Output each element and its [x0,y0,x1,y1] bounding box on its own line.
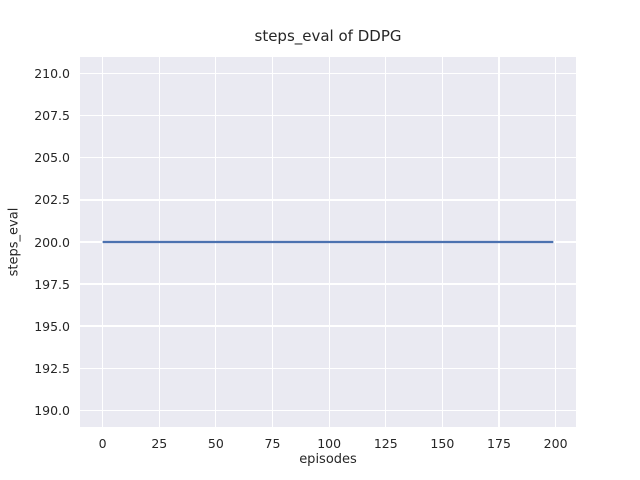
x-tick-label: 25 [151,436,168,451]
chart-title: steps_eval of DDPG [254,27,402,45]
x-tick-label: 175 [487,436,511,451]
y-tick-label: 197.5 [34,276,70,292]
h-gridline [80,199,576,201]
h-gridline [80,409,576,411]
h-gridline [80,73,576,75]
x-tick-label: 0 [98,436,107,451]
h-gridline [80,115,576,117]
y-tick-label: 192.5 [34,360,70,376]
x-tick-label: 150 [430,436,455,451]
x-tick-label: 50 [207,436,224,451]
v-gridline [102,57,104,427]
y-tick-label: 210.0 [34,66,70,82]
x-tick-label: 125 [373,436,398,451]
y-axis-label: steps_eval [6,207,22,277]
x-tick-label: 200 [543,436,568,451]
h-gridline [80,157,576,159]
h-gridline [80,367,576,369]
x-tick-label: 75 [264,436,281,451]
plot-area [80,57,576,427]
x-axis-label: episodes [299,452,357,467]
y-tick-label: 202.5 [34,192,70,208]
y-tick-label: 195.0 [34,318,70,334]
y-tick-label: 190.0 [34,402,70,418]
y-tick-label: 200.0 [34,234,70,250]
x-tick-label: 100 [317,436,342,451]
v-gridline [555,57,557,427]
h-gridline [80,325,576,327]
y-tick-label: 205.0 [34,150,70,166]
h-gridline [80,283,576,285]
y-tick-label: 207.5 [34,108,70,124]
